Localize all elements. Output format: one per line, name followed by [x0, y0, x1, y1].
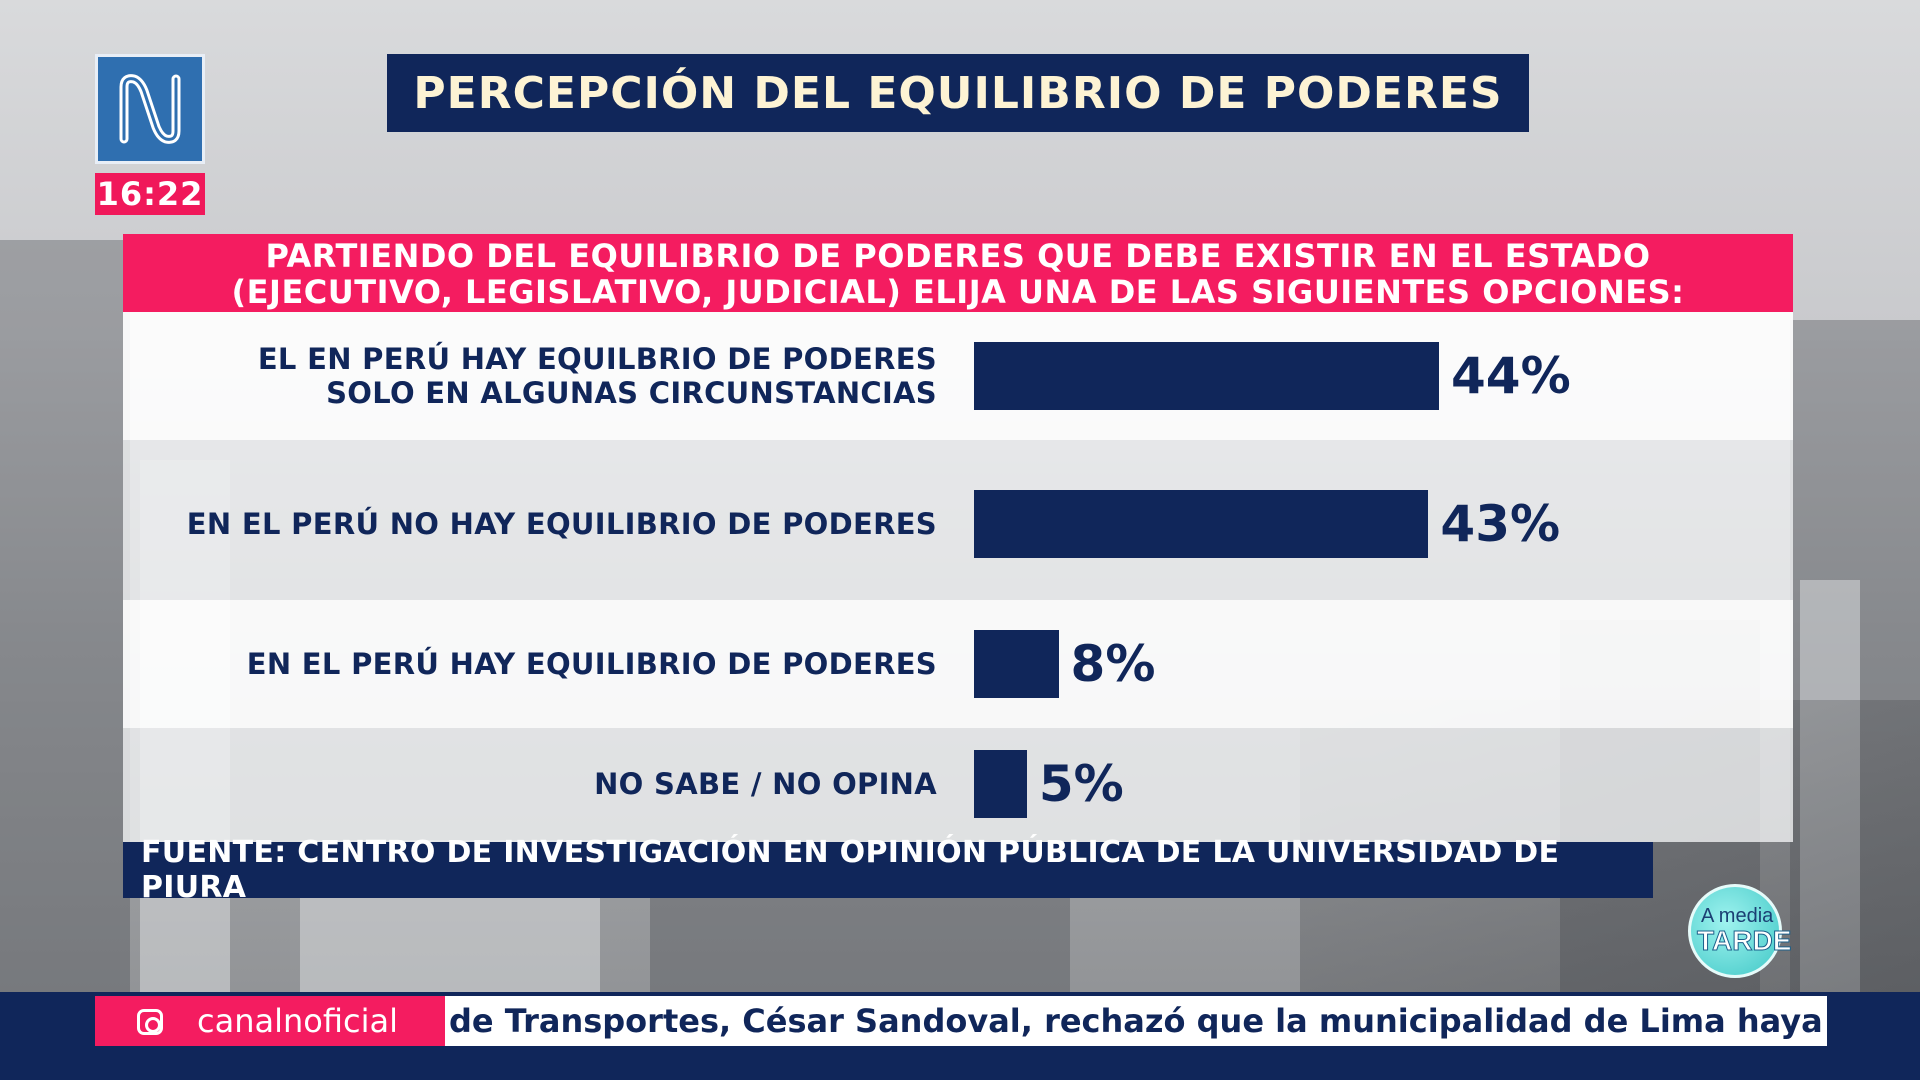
social-handle: canalnoficial: [197, 1002, 398, 1040]
source-bar: FUENTE: CENTRO DE INVESTIGACIÓN EN OPINI…: [123, 835, 1653, 905]
chart-row: EN EL PERÚ NO HAY EQUILIBRIO DE PODERES 4…: [123, 440, 1793, 600]
category-label: EN EL PERÚ HAY EQUILIBRIO DE PODERES: [157, 647, 937, 681]
news-ticker: de Transportes, César Sandoval, rechazó …: [445, 996, 1827, 1046]
question-line-1: PARTIENDO DEL EQUILIBRIO DE PODERES QUE …: [265, 237, 1651, 275]
category-label-line: EN EL PERÚ NO HAY EQUILIBRIO DE PODERES: [186, 507, 937, 541]
channel-n-icon: [119, 74, 181, 144]
bar: [974, 750, 1027, 818]
channel-logo: [95, 54, 205, 164]
value-label: 5%: [1038, 755, 1124, 813]
bar-chart: EL EN PERÚ HAY EQUILBRIO DE PODERES SOLO …: [123, 312, 1793, 842]
question-line-2: (EJECUTIVO, LEGISLATIVO, JUDICIAL) ELIJA…: [231, 273, 1685, 311]
category-label-line: EN EL PERÚ HAY EQUILIBRIO DE PODERES: [246, 647, 937, 681]
category-label-line: NO SABE / NO OPINA: [594, 767, 937, 801]
category-label: NO SABE / NO OPINA: [157, 767, 937, 801]
category-label: EN EL PERÚ NO HAY EQUILIBRIO DE PODERES: [157, 507, 937, 541]
show-logo: A media TARDE: [1688, 884, 1792, 978]
instagram-icon: [137, 1009, 163, 1035]
chart-row: EL EN PERÚ HAY EQUILBRIO DE PODERES SOLO …: [123, 312, 1793, 440]
show-logo-bottom: TARDE: [1696, 925, 1792, 957]
category-label-line: EL EN PERÚ HAY EQUILBRIO DE PODERES: [257, 342, 937, 376]
chart-row: NO SABE / NO OPINA 5%: [123, 728, 1793, 842]
chart-row: EN EL PERÚ HAY EQUILIBRIO DE PODERES 8%: [123, 600, 1793, 728]
value-label: 8%: [1070, 635, 1156, 693]
clock: 16:22: [95, 173, 205, 215]
bar: [974, 490, 1429, 558]
page-title: PERCEPCIÓN DEL EQUILIBRIO DE PODERES: [387, 54, 1529, 132]
survey-question: PARTIENDO DEL EQUILIBRIO DE PODERES QUE …: [123, 234, 1793, 312]
social-badge: canalnoficial: [95, 996, 445, 1046]
bar: [974, 342, 1439, 410]
value-label: 43%: [1440, 495, 1561, 553]
category-label-line: SOLO EN ALGUNAS CIRCUNSTANCIAS: [326, 376, 937, 410]
bar: [974, 630, 1059, 698]
value-label: 44%: [1451, 347, 1571, 405]
category-label: EL EN PERÚ HAY EQUILBRIO DE PODERES SOLO …: [157, 342, 937, 410]
show-logo-top: A media: [1701, 905, 1774, 927]
